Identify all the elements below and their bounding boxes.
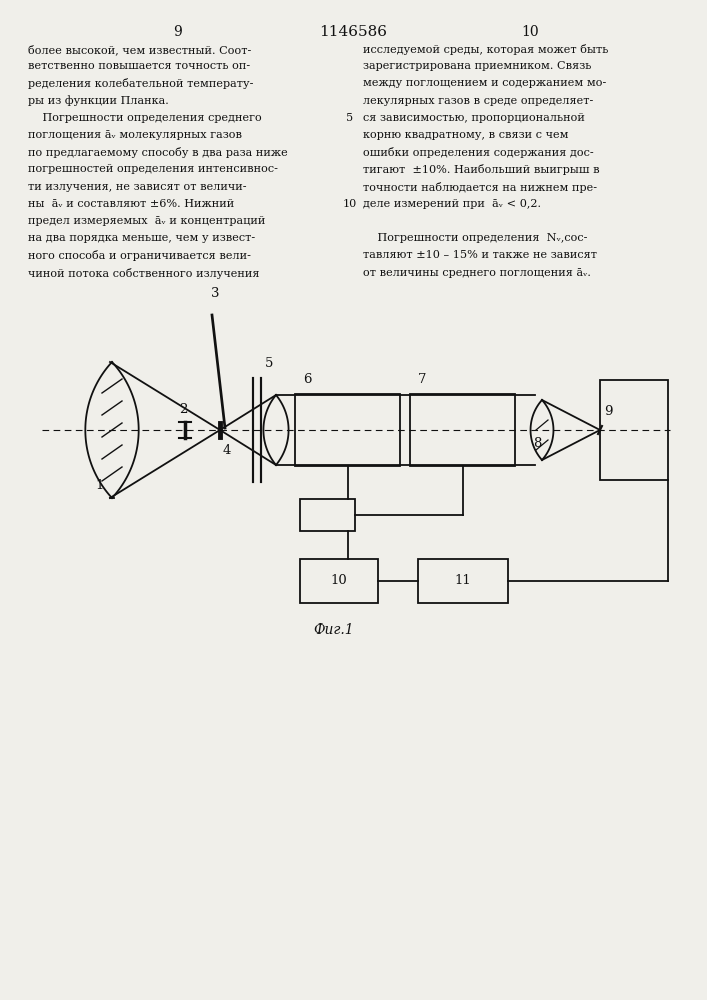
Text: между поглощением и содержанием мо-: между поглощением и содержанием мо- bbox=[363, 78, 606, 88]
Text: 10: 10 bbox=[521, 25, 539, 39]
Text: 10: 10 bbox=[343, 199, 357, 209]
Bar bbox=[410, 394, 515, 466]
Text: 11: 11 bbox=[454, 574, 471, 587]
Text: 9: 9 bbox=[173, 25, 182, 39]
Text: ти излучения, не зависят от величи-: ти излучения, не зависят от величи- bbox=[28, 182, 247, 192]
Text: 9: 9 bbox=[604, 405, 612, 418]
Text: ошибки определения содержания дос-: ошибки определения содержания дос- bbox=[363, 147, 594, 158]
Text: 2: 2 bbox=[179, 403, 187, 416]
Text: 1: 1 bbox=[95, 479, 104, 492]
Text: 8: 8 bbox=[533, 437, 541, 450]
Text: 10: 10 bbox=[331, 574, 347, 587]
Text: тигают  ±10%. Наибольший выигрыш в: тигают ±10%. Наибольший выигрыш в bbox=[363, 164, 600, 175]
Text: 3: 3 bbox=[211, 287, 219, 300]
Text: на два порядка меньше, чем у извест-: на два порядка меньше, чем у извест- bbox=[28, 233, 255, 243]
Text: 6: 6 bbox=[303, 373, 312, 386]
Text: ветственно повышается точность оп-: ветственно повышается точность оп- bbox=[28, 61, 250, 71]
Text: чиной потока собственного излучения: чиной потока собственного излучения bbox=[28, 268, 259, 279]
Text: ся зависимостью, пропорциональной: ся зависимостью, пропорциональной bbox=[363, 113, 585, 123]
Text: 5: 5 bbox=[265, 357, 274, 370]
Text: по предлагаемому способу в два раза ниже: по предлагаемому способу в два раза ниже bbox=[28, 147, 288, 158]
Text: предел измеряемых  āᵥ и концентраций: предел измеряемых āᵥ и концентраций bbox=[28, 216, 265, 226]
Text: Погрешности определения среднего: Погрешности определения среднего bbox=[28, 113, 262, 123]
Text: 7: 7 bbox=[418, 373, 426, 386]
Text: ны  āᵥ и составляют ±6%. Нижний: ны āᵥ и составляют ±6%. Нижний bbox=[28, 199, 234, 209]
Text: ределения колебательной температу-: ределения колебательной температу- bbox=[28, 78, 253, 89]
Text: тавляют ±10 – 15% и также не зависят: тавляют ±10 – 15% и также не зависят bbox=[363, 250, 597, 260]
Text: деле измерений при  āᵥ < 0,2.: деле измерений при āᵥ < 0,2. bbox=[363, 199, 541, 209]
Text: точности наблюдается на нижнем пре-: точности наблюдается на нижнем пре- bbox=[363, 182, 597, 193]
Bar bbox=[295, 394, 400, 466]
Text: корню квадратному, в связи с чем: корню квадратному, в связи с чем bbox=[363, 130, 568, 140]
Text: лекулярных газов в среде определяет-: лекулярных газов в среде определяет- bbox=[363, 96, 593, 106]
Text: исследуемой среды, которая может быть: исследуемой среды, которая может быть bbox=[363, 44, 609, 55]
Text: погрешностей определения интенсивнос-: погрешностей определения интенсивнос- bbox=[28, 164, 278, 174]
Text: поглощения āᵥ молекулярных газов: поглощения āᵥ молекулярных газов bbox=[28, 130, 242, 140]
Bar bbox=[300, 559, 378, 603]
Text: 1146586: 1146586 bbox=[319, 25, 387, 39]
Text: ры из функции Планка.: ры из функции Планка. bbox=[28, 96, 169, 106]
Text: 4: 4 bbox=[223, 444, 231, 457]
Bar bbox=[418, 559, 508, 603]
Text: зарегистрирована приемником. Связь: зарегистрирована приемником. Связь bbox=[363, 61, 591, 71]
Text: от величины среднего поглощения āᵥ.: от величины среднего поглощения āᵥ. bbox=[363, 268, 591, 278]
Text: ного способа и ограничивается вели-: ного способа и ограничивается вели- bbox=[28, 250, 251, 261]
Text: Фиг.1: Фиг.1 bbox=[314, 623, 354, 637]
Text: более высокой, чем известный. Соот-: более высокой, чем известный. Соот- bbox=[28, 44, 251, 55]
Text: 5: 5 bbox=[346, 113, 354, 123]
Bar bbox=[600, 380, 668, 480]
Bar bbox=[300, 499, 355, 531]
Text: Погрешности определения  Nᵥ,сос-: Погрешности определения Nᵥ,сос- bbox=[363, 233, 588, 243]
